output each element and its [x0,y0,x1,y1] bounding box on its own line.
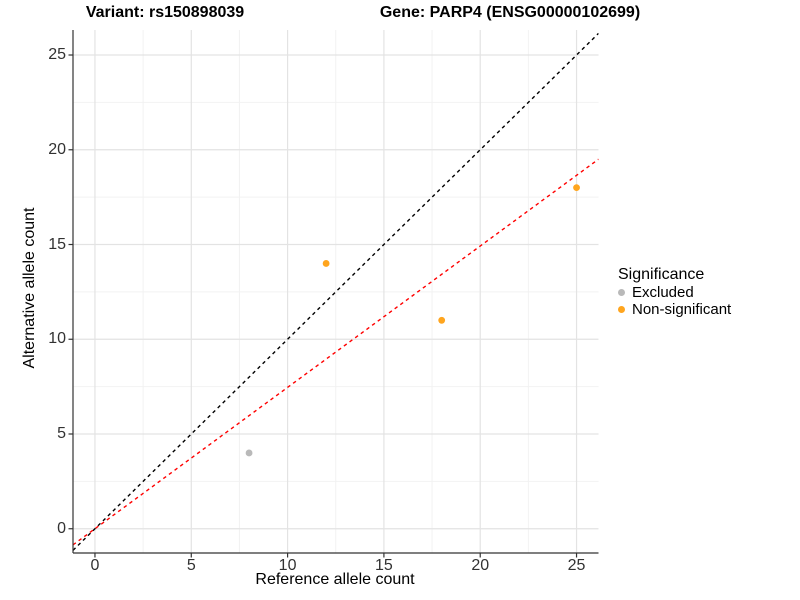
excluded-dot-icon [618,289,625,296]
legend-label-excluded: Excluded [632,284,694,301]
y-tick-label: 10 [48,330,66,348]
x-tick-label: 25 [567,557,586,574]
x-tick-label: 0 [90,557,100,574]
y-tick-label: 5 [57,424,66,442]
legend-entry-excluded: Excluded [610,284,731,301]
legend-entry-non-significant: Non-significant [610,301,731,318]
x-tick-label: 10 [278,557,297,574]
legend-label-non-significant: Non-significant [632,301,732,318]
legend-title: Significance [618,266,705,283]
y-tick-label: 15 [48,235,66,253]
y-tick-label: 20 [48,140,66,158]
variant-title: Variant: rs150898039 [85,4,245,21]
y-tick-label: 25 [48,46,66,63]
data-point-non-significant [322,260,330,267]
non-significant-dot-icon [618,306,625,313]
x-tick-label: 15 [375,557,393,574]
x-axis-title: Reference allele count [255,571,415,588]
y-tick-label: 0 [57,519,66,537]
data-point-non-significant [573,184,580,192]
legend: Significance Excluded Non-significant [610,265,731,318]
data-point-excluded [245,449,253,457]
gene-title: Gene: PARP4 (ENSG00000102699) [379,4,641,21]
data-point-non-significant [438,316,446,324]
x-tick-label: 5 [186,557,196,574]
x-tick-label: 20 [471,557,490,574]
